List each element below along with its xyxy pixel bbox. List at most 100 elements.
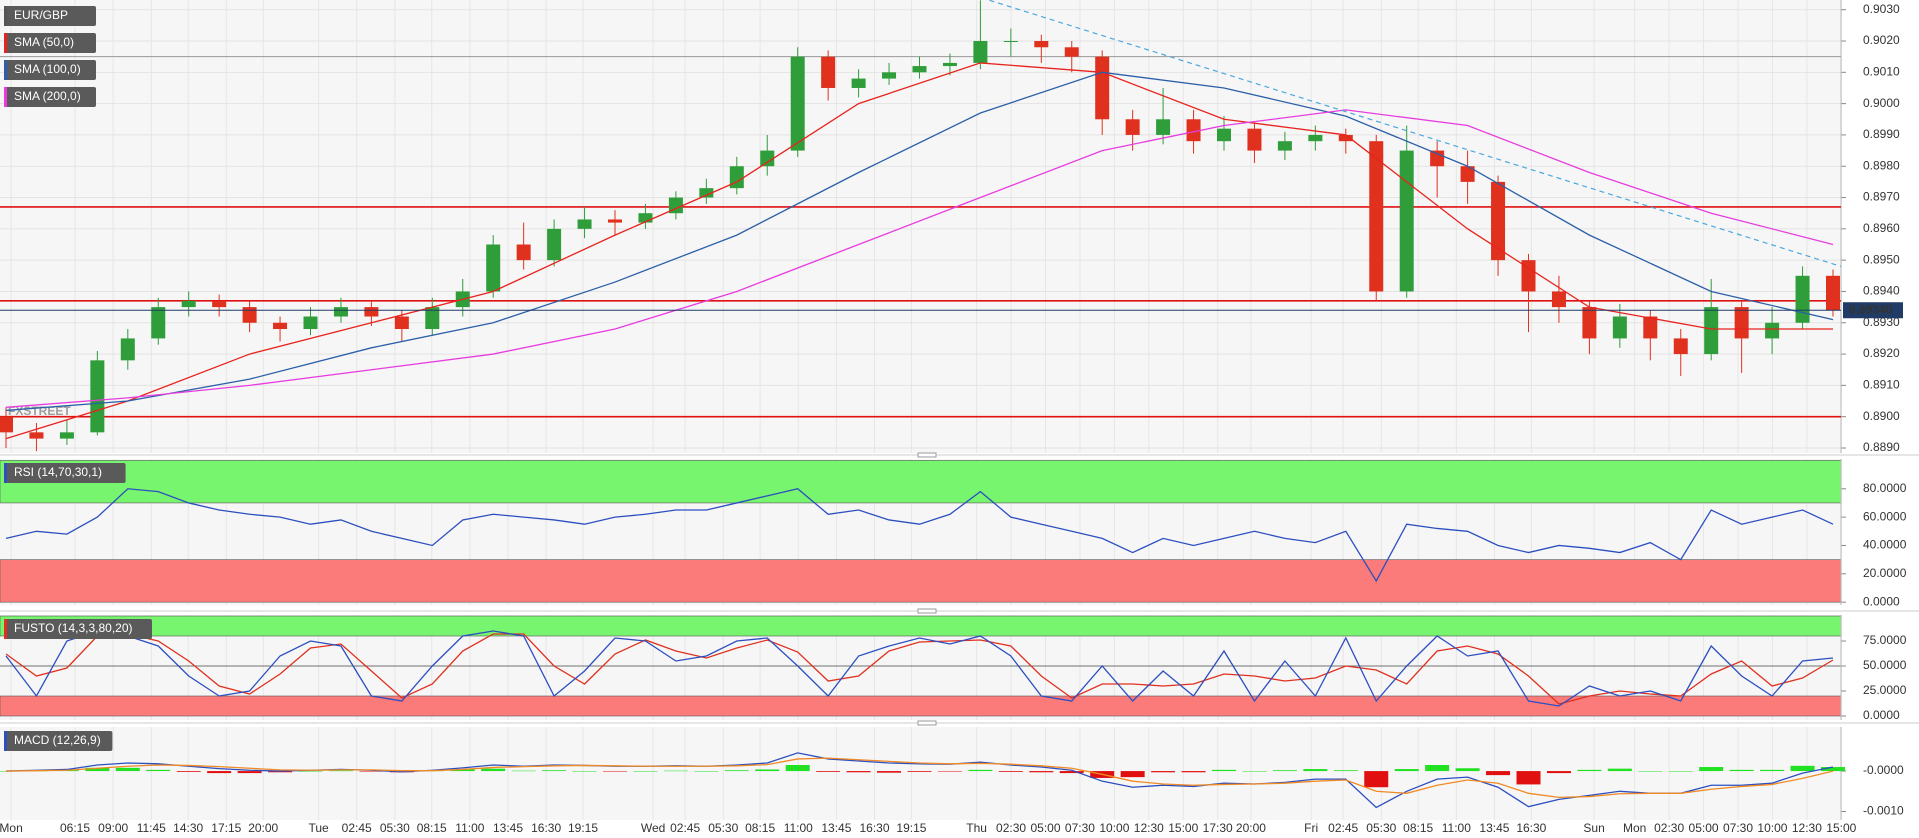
candle-body (1095, 56, 1110, 120)
y-tick-label: 0.9010 (1863, 64, 1900, 78)
x-tick-label: 16:30 (860, 821, 890, 835)
candle-body (90, 360, 105, 433)
candle-body (151, 307, 166, 339)
candle-body (912, 66, 927, 73)
histogram-bar (1212, 769, 1236, 772)
x-tick-label: 02:45 (342, 821, 372, 835)
histogram-bar (663, 770, 688, 772)
legend-box (4, 33, 96, 53)
candle-body (242, 307, 257, 323)
histogram-bar (1272, 770, 1297, 772)
histogram-bar (1364, 771, 1389, 788)
x-tick-label: 05:00 (1030, 821, 1060, 835)
y-tick-label: 25.0000 (1863, 683, 1907, 697)
y-tick-label: 0.8930 (1863, 315, 1900, 329)
series-line (5, 62, 1833, 440)
histogram-bar (816, 771, 841, 772)
histogram-bar (694, 771, 719, 772)
series-line (5, 488, 1834, 583)
x-tick-label: 08:15 (745, 821, 775, 835)
y-tick-label: 0.0000 (1863, 594, 1900, 608)
candle-body (821, 56, 836, 88)
series-line (5, 633, 1834, 705)
histogram-bar (1333, 770, 1358, 772)
histogram-bar (633, 771, 658, 772)
trend-line (989, 0, 1842, 267)
candle-body (1826, 275, 1840, 311)
candle-body (1338, 134, 1353, 142)
x-tick-label: 13:45 (821, 821, 851, 835)
candle-body (1186, 119, 1201, 142)
x-tick-label: 14:30 (173, 821, 203, 835)
histogram-bar (1242, 771, 1267, 772)
x-tick-label: 02:30 (1654, 821, 1684, 835)
candle-body (1612, 316, 1627, 339)
legend-swatch (4, 463, 7, 483)
x-tick-label: Fri (1304, 821, 1318, 835)
panel-handle (917, 720, 937, 726)
y-tick-label: 0.9000 (1863, 96, 1900, 110)
histogram-bar (85, 767, 110, 772)
candle-body (882, 72, 897, 79)
legend-swatch (4, 87, 7, 107)
candle-body (1582, 307, 1597, 339)
x-tick-label: 02:45 (670, 821, 700, 835)
histogram-bar (1059, 771, 1084, 774)
histogram-bar (207, 771, 232, 774)
histogram-bar (937, 771, 962, 772)
y-tick-label: 0.9030 (1863, 2, 1900, 16)
candle-body (973, 41, 988, 63)
histogram-bar (1760, 769, 1785, 772)
candle-body (364, 307, 379, 317)
y-tick-label: 0.8960 (1863, 221, 1900, 235)
x-tick-label: 16:30 (1516, 821, 1546, 835)
histogram-bar (1486, 771, 1511, 776)
candle-body (1643, 316, 1658, 339)
x-tick-label: 20:00 (248, 821, 278, 835)
y-tick-label: 50.0000 (1863, 658, 1907, 672)
legend-box (4, 463, 126, 483)
legend-label: FUSTO (14,3,3,80,20) (14, 621, 133, 635)
y-tick-label: 0.8900 (1863, 409, 1900, 423)
x-tick-label: 11:00 (784, 821, 813, 835)
legend-label: SMA (50,0) (14, 35, 74, 49)
x-tick-label: 08:15 (1403, 821, 1433, 835)
histogram-bar (785, 765, 810, 772)
last-price-tag (1843, 302, 1903, 319)
legend-label: RSI (14,70,30,1) (14, 465, 102, 479)
x-tick-label: 11:00 (455, 821, 484, 835)
histogram-bar (1516, 771, 1541, 785)
y-tick-label: 75.0000 (1863, 633, 1907, 647)
histogram-bar (1699, 767, 1724, 772)
histogram-bar (176, 771, 201, 772)
candle-body (942, 62, 957, 67)
x-tick-label: 07:30 (1065, 821, 1095, 835)
x-tick-label: 10:00 (1757, 821, 1787, 835)
histogram-bar (907, 771, 932, 772)
histogram-bar (603, 771, 627, 772)
histogram-bar (1668, 771, 1693, 772)
x-tick-label: 02:45 (1328, 821, 1358, 835)
x-tick-label: 20:00 (1236, 821, 1266, 835)
legend-box (4, 619, 152, 639)
histogram-bar (1638, 771, 1663, 772)
legend-swatch (4, 33, 7, 53)
x-tick-label: Sun (1583, 821, 1604, 835)
series-line (5, 757, 1834, 799)
x-tick-label: 02:30 (996, 821, 1026, 835)
candle-body (760, 150, 775, 167)
last-price-label: 0.89340 (1849, 302, 1893, 316)
legend-box (4, 731, 113, 751)
series-line (5, 71, 1834, 412)
candle-body (547, 228, 562, 261)
histogram-bar (1546, 771, 1571, 774)
candle-body (1277, 141, 1292, 151)
histogram-bar (968, 769, 993, 772)
y-tick-label: -0.0010 (1863, 804, 1904, 818)
histogram-bar (511, 770, 536, 772)
histogram-bar (1790, 765, 1815, 772)
x-tick-label: 10:00 (1099, 821, 1129, 835)
y-tick-label: 20.0000 (1863, 566, 1907, 580)
x-tick-label: 16:30 (531, 821, 561, 835)
x-tick-label: 15:00 (1168, 821, 1198, 835)
